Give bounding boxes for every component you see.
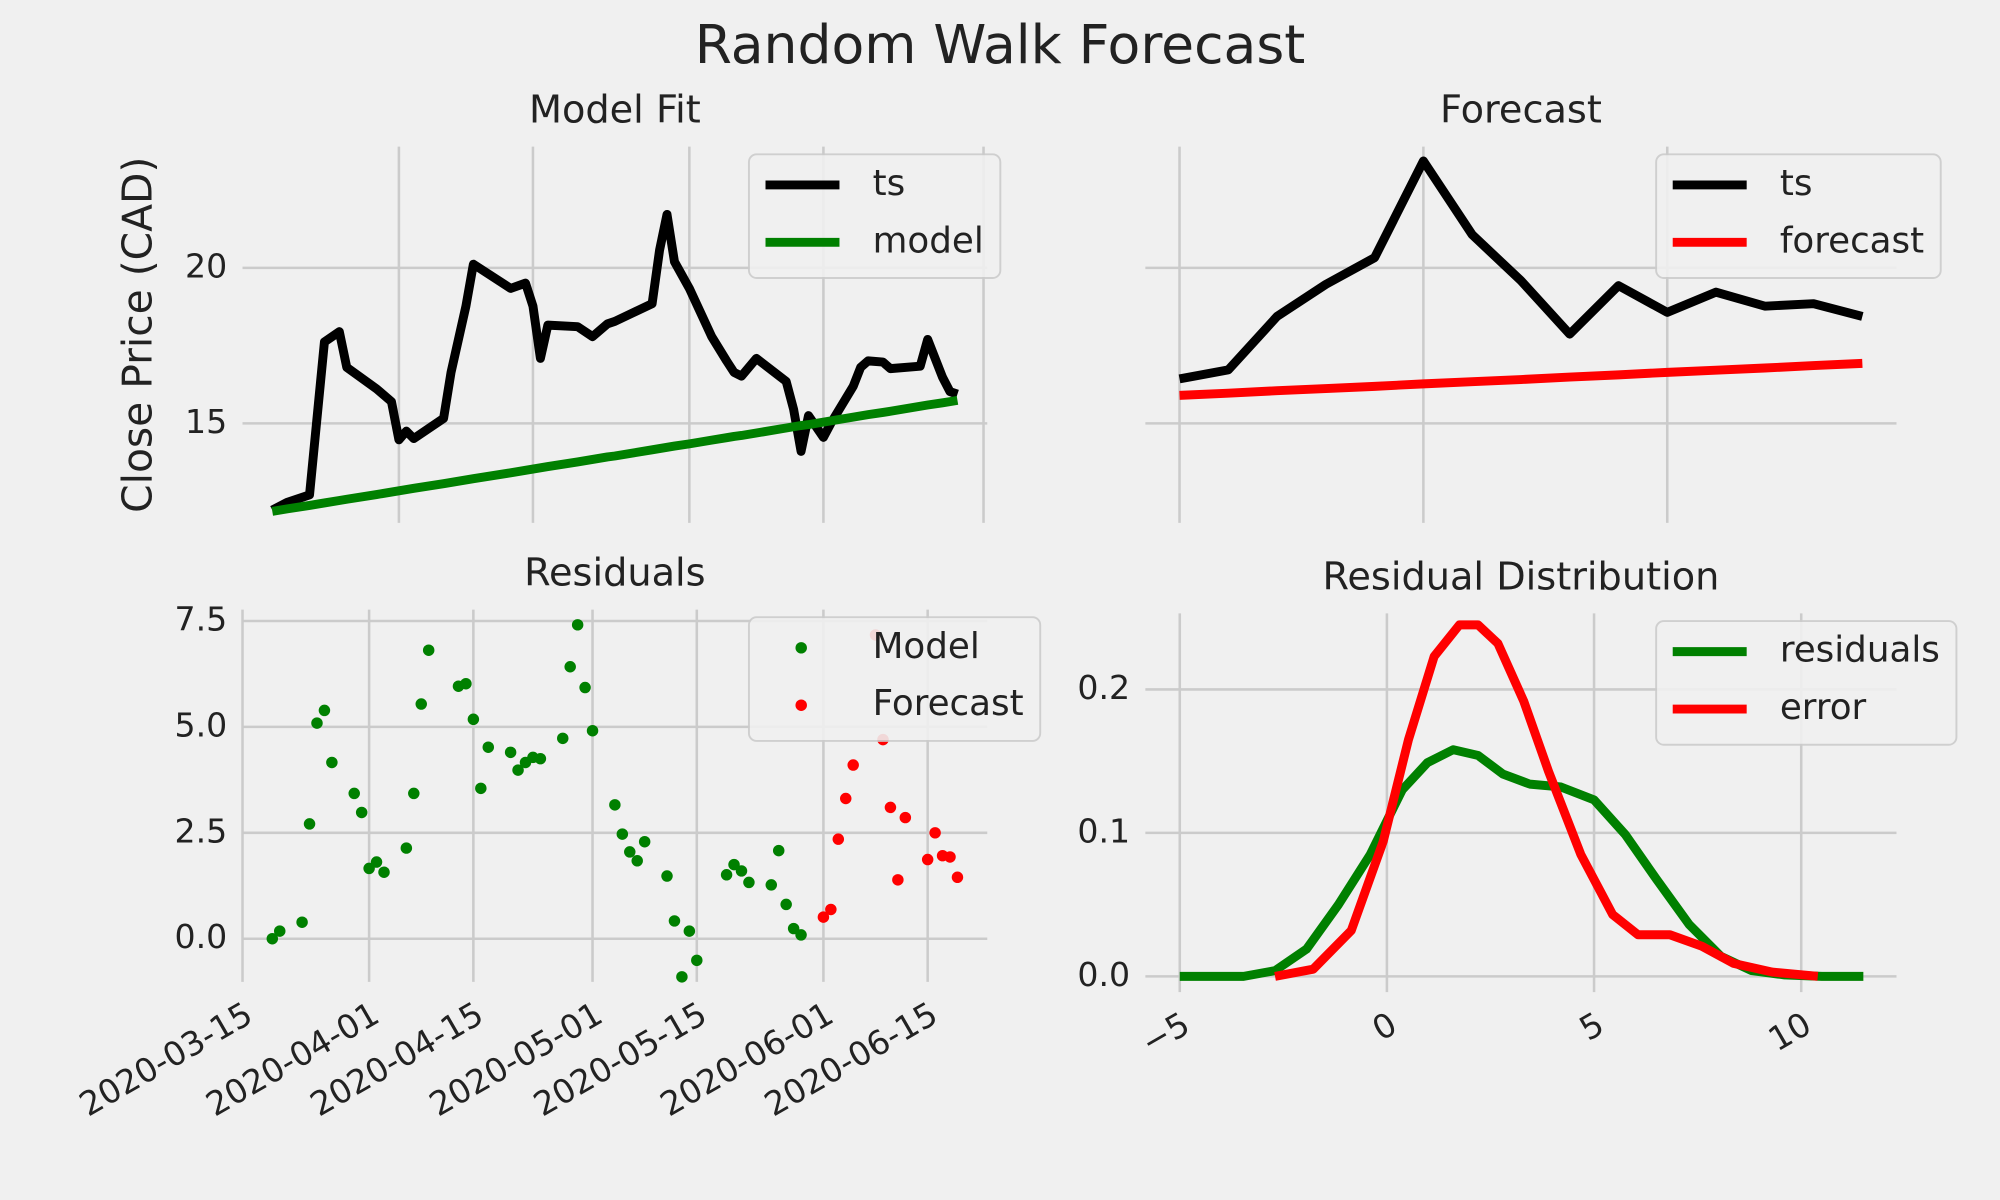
- point: [743, 876, 755, 889]
- point: [921, 853, 934, 866]
- point: [691, 954, 703, 967]
- line: [271, 395, 959, 516]
- point: [832, 833, 845, 845]
- y-tick-label: 0.1: [1077, 811, 1130, 850]
- point: [557, 732, 569, 745]
- point: [840, 792, 852, 805]
- y-tick-label: 0.0: [174, 917, 227, 956]
- point: [683, 925, 696, 937]
- point: [571, 619, 584, 631]
- point: [929, 827, 941, 839]
- point: [318, 704, 331, 717]
- point: [579, 681, 591, 694]
- point: [408, 787, 420, 800]
- point: [415, 698, 427, 710]
- subplot-title: Forecast: [1440, 88, 1602, 133]
- point: [892, 874, 904, 886]
- legend-label: forecast: [1780, 220, 1924, 261]
- point: [326, 756, 338, 769]
- point: [661, 870, 673, 882]
- legend-box: [747, 616, 1042, 742]
- point: [609, 799, 621, 811]
- point: [370, 856, 383, 868]
- point: [765, 879, 778, 891]
- legend-label: ts: [1780, 163, 1813, 204]
- point: [817, 911, 830, 923]
- point: [772, 844, 785, 857]
- point: [482, 741, 495, 753]
- point: [638, 835, 651, 848]
- point: [720, 869, 733, 881]
- y-tick-label: 20: [185, 246, 227, 285]
- y-tick-label: 0.2: [1077, 668, 1130, 707]
- point: [795, 929, 807, 941]
- legend-label: ts: [873, 163, 906, 204]
- point: [586, 724, 599, 737]
- subplot-title: Residuals: [524, 551, 705, 596]
- point: [735, 865, 748, 877]
- subplot-title: Model Fit: [529, 88, 701, 133]
- legend-marker: [795, 699, 807, 711]
- line: [1274, 620, 1819, 981]
- point: [728, 858, 740, 871]
- point: [564, 661, 576, 673]
- point: [378, 866, 390, 878]
- point: [512, 764, 524, 776]
- point: [475, 782, 487, 795]
- point: [400, 842, 413, 854]
- line: [1179, 358, 1863, 400]
- legend: ts model: [747, 153, 1002, 279]
- legend: ts forecast: [1655, 153, 1942, 279]
- legend: residuals error: [1655, 620, 1958, 746]
- point: [847, 759, 859, 771]
- point: [534, 752, 547, 765]
- y-tick-label: 0.0: [1077, 955, 1130, 994]
- point: [631, 855, 643, 867]
- legend-label: model: [873, 220, 984, 261]
- point: [944, 851, 956, 863]
- point: [504, 746, 517, 759]
- legend-label: Forecast: [873, 683, 1024, 724]
- point: [780, 898, 792, 911]
- subplot-title: Residual Distribution: [1323, 554, 1720, 599]
- legend: Model Forecast: [747, 616, 1042, 742]
- legend-label: error: [1780, 687, 1867, 728]
- y-tick-label: 2.5: [174, 811, 227, 850]
- point: [467, 713, 480, 726]
- legend-label: Model: [873, 626, 980, 667]
- subplot: Forecast ts forecast: [1145, 88, 1942, 523]
- point: [616, 828, 629, 840]
- point: [624, 846, 636, 858]
- point: [951, 871, 964, 884]
- point: [355, 806, 368, 819]
- point: [266, 932, 279, 945]
- point: [422, 644, 435, 656]
- line: [1178, 156, 1864, 384]
- legend-label: residuals: [1780, 630, 1940, 671]
- point: [460, 677, 472, 690]
- point: [899, 811, 912, 824]
- point: [274, 925, 286, 937]
- point: [668, 915, 681, 927]
- y-tick-label: 7.5: [174, 600, 227, 639]
- point: [348, 787, 360, 800]
- point: [363, 862, 375, 875]
- line: [270, 209, 959, 515]
- point: [787, 922, 800, 935]
- y-tick-label: 15: [185, 402, 227, 441]
- point: [311, 717, 323, 729]
- y-axis-label: Close Price (CAD): [113, 157, 161, 513]
- subplot: Model Fit Close Price (CAD) 15 20 ts model: [113, 88, 1002, 523]
- point: [825, 903, 837, 916]
- point: [676, 971, 688, 983]
- y-tick-label: 5.0: [174, 705, 227, 744]
- figure-title: Random Walk Forecast: [695, 13, 1306, 76]
- legend-marker: [795, 642, 807, 654]
- point: [296, 916, 308, 928]
- point: [303, 818, 316, 830]
- point: [884, 801, 897, 814]
